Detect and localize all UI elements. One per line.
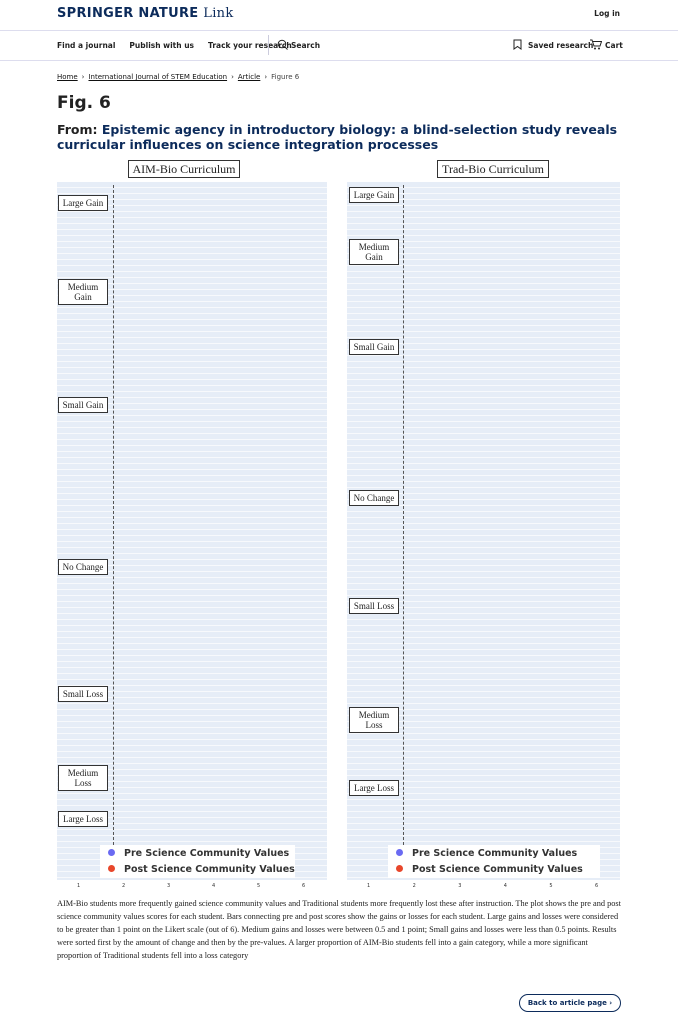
search-icon [277,39,288,50]
x-tick-label: 2 [122,883,126,889]
bookmark-icon [513,39,522,50]
figure-source: From: Epistemic agency in introductory b… [57,122,627,152]
group-label: Large Gain [349,187,399,203]
legend-label: Post Science Community Values [124,864,295,875]
legend: Pre Science Community Values Post Science… [388,845,600,878]
nav-item[interactable]: Track your research [208,41,292,50]
breadcrumb-item[interactable]: International Journal of STEM Education [88,73,228,81]
legend-entry: Pre Science Community Values [108,848,289,859]
cart-icon [590,39,602,50]
cart[interactable]: Cart [605,41,623,50]
from: From: [57,122,98,137]
group-label: Small Loss [349,598,399,614]
legend-swatch [108,865,115,872]
group-label: Medium Loss [349,707,399,733]
back-label: Back to article page [527,999,607,1007]
x-tick-label: 6 [595,883,599,889]
breadcrumb-item: Figure 6 [271,73,300,81]
saved-research[interactable]: Saved research [528,41,594,50]
x-tick-label: 3 [167,883,171,889]
panel-title: Trad-Bio Curriculum [437,160,549,178]
x-tick-label: 3 [458,883,462,889]
breadcrumb-sep: › [231,73,234,81]
x-tick-label: 4 [503,883,507,889]
plot-area [347,182,620,880]
legend-swatch [108,849,115,856]
group-label: Large Gain [58,195,108,211]
nav: Find a journal Publish with us Track your … [57,41,306,50]
brand[interactable]: SPRINGER NATURE Link [57,6,234,21]
group-label: Medium Gain [349,239,399,265]
figure-label: Fig. 6 [57,93,111,113]
x-tick-label: 6 [302,883,306,889]
legend-label: Post Science Community Values [412,864,583,875]
x-tick-label: 1 [77,883,81,889]
legend-label: Pre Science Community Values [124,848,290,859]
group-label: Large Loss [58,811,108,827]
group-label: Small Gain [58,397,108,413]
nav-item[interactable]: Find a journal [57,41,116,50]
group-label: Large Loss [349,780,399,796]
group-label: No Change [58,559,108,575]
breadcrumb-sep: › [264,73,268,81]
search[interactable]: Search [291,41,321,50]
x-tick-label: 5 [549,883,553,889]
breadcrumb-sep: › [81,73,85,81]
breadcrumb-item[interactable]: Article [237,73,261,81]
group-label: Medium Gain [58,279,108,305]
x-tick-label: 5 [257,883,261,889]
caption: AIM-Bio students more frequently gained … [57,899,621,960]
legend-swatch [396,865,403,872]
bracket-line [113,185,114,845]
breadcrumb-item[interactable]: Home [57,73,78,81]
legend: Pre Science Community Values Post Science… [100,845,295,878]
x-tick-label: 1 [367,883,371,889]
separator [268,35,269,55]
breadcrumb: Home › International Journal of STEM Educa… [57,73,299,81]
x-tick-label: 2 [412,883,416,889]
legend-label: Pre Science Community Values [412,848,578,859]
back-button[interactable]: Back to article page › [519,994,621,1012]
group-label: Small Loss [58,686,108,702]
legend-swatch [396,849,403,856]
divider [0,30,678,31]
article-link[interactable]: Epistemic agency in introductory biology… [57,122,618,152]
legend-entry: Post Science Community Values [108,864,295,875]
group-label: Medium Loss [58,765,108,791]
brand-name: SPRINGER NATURE [57,6,199,21]
login[interactable]: Log in [594,9,620,18]
x-tick-label: 4 [212,883,216,889]
group-label: No Change [349,490,399,506]
brand-suffix: Link [203,6,234,21]
bracket-line [403,185,404,845]
panel-title: AIM-Bio Curriculum [128,160,240,178]
divider [0,60,678,61]
nav-item[interactable]: Publish with us [129,41,195,50]
group-label: Small Gain [349,339,399,355]
legend-entry: Pre Science Community Values [396,848,577,859]
legend-entry: Post Science Community Values [396,864,583,875]
